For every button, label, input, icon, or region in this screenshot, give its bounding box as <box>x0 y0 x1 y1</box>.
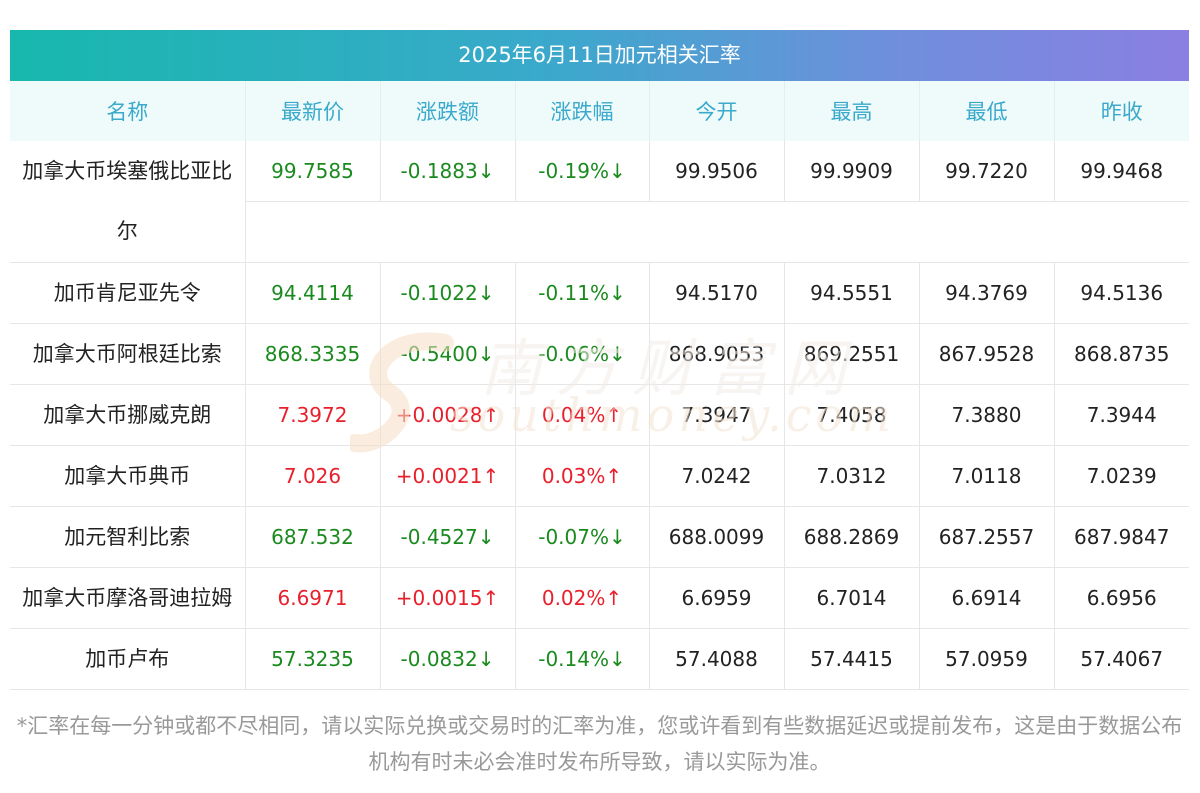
row-high: 688.2869 <box>784 506 920 568</box>
table-row: 加拿大币挪威克朗 7.3972 +0.0028↑ 0.04%↑ 7.3947 7… <box>10 384 1189 446</box>
row-pct: -0.14%↓ <box>515 628 650 690</box>
row-open: 868.9053 <box>649 323 785 385</box>
row-price: 57.3235 <box>245 628 381 690</box>
row-change: -0.1883↓ <box>380 141 516 202</box>
row-prev: 868.8735 <box>1054 323 1189 385</box>
row-open: 688.0099 <box>649 506 785 568</box>
row-high: 57.4415 <box>784 628 920 690</box>
table-row: 加币肯尼亚先令 94.4114 -0.1022↓ -0.11%↓ 94.5170… <box>10 262 1189 324</box>
header-row: 名称 最新价 涨跌额 涨跌幅 今开 最高 最低 昨收 <box>10 81 1189 141</box>
row-name: 加拿大币摩洛哥迪拉姆 <box>10 567 246 629</box>
row-open: 99.9506 <box>649 141 785 202</box>
row-name: 加币卢布 <box>10 628 246 690</box>
row-prev: 94.5136 <box>1054 262 1189 324</box>
header-latest-price: 最新价 <box>245 81 381 141</box>
row-low: 7.3880 <box>919 384 1055 446</box>
row-low: 94.3769 <box>919 262 1055 324</box>
row-pct: -0.11%↓ <box>515 262 650 324</box>
row-low: 867.9528 <box>919 323 1055 385</box>
row-name: 加拿大币典币 <box>10 445 246 507</box>
row-name: 加拿大币挪威克朗 <box>10 384 246 446</box>
row-pct: -0.06%↓ <box>515 323 650 385</box>
row-price: 94.4114 <box>245 262 381 324</box>
rate-table-container: 2025年6月11日加元相关汇率 名称 最新价 涨跌额 涨跌幅 今开 最高 最低… <box>10 30 1189 690</box>
header-prev-close: 昨收 <box>1054 81 1189 141</box>
row-change: +0.0028↑ <box>380 384 516 446</box>
row-high: 94.5551 <box>784 262 920 324</box>
table-title: 2025年6月11日加元相关汇率 <box>10 30 1189 81</box>
row-high: 7.0312 <box>784 445 920 507</box>
row-prev: 7.0239 <box>1054 445 1189 507</box>
row-pct: -0.07%↓ <box>515 506 650 568</box>
row-spacer-cell <box>245 201 1189 263</box>
row-price: 868.3335 <box>245 323 381 385</box>
table-row: 加拿大币阿根廷比索 868.3335 -0.5400↓ -0.06%↓ 868.… <box>10 323 1189 385</box>
disclaimer-note: *汇率在每一分钟或都不尽相同，请以实际兑换或交易时的汇率为准，您或许看到有些数据… <box>16 714 1183 774</box>
row-high: 7.4058 <box>784 384 920 446</box>
row-name-line2: 尔 <box>116 219 138 243</box>
row-price: 6.6971 <box>245 567 381 629</box>
row-open: 57.4088 <box>649 628 785 690</box>
row-change: -0.4527↓ <box>380 506 516 568</box>
rate-table: 名称 最新价 涨跌额 涨跌幅 今开 最高 最低 昨收 加拿大币埃塞俄比亚比 尔 … <box>10 81 1189 690</box>
table-row-spacer <box>10 201 1189 263</box>
table-row: 加元智利比索 687.532 -0.4527↓ -0.07%↓ 688.0099… <box>10 506 1189 568</box>
table-row: 加币卢布 57.3235 -0.0832↓ -0.14%↓ 57.4088 57… <box>10 628 1189 690</box>
row-name: 加拿大币埃塞俄比亚比 尔 <box>10 141 246 263</box>
row-low: 6.6914 <box>919 567 1055 629</box>
row-name: 加元智利比索 <box>10 506 246 568</box>
row-open: 7.3947 <box>649 384 785 446</box>
row-price: 7.026 <box>245 445 381 507</box>
row-high: 99.9909 <box>784 141 920 202</box>
row-open: 94.5170 <box>649 262 785 324</box>
row-prev: 7.3944 <box>1054 384 1189 446</box>
table-row: 加拿大币摩洛哥迪拉姆 6.6971 +0.0015↑ 0.02%↑ 6.6959… <box>10 567 1189 629</box>
row-name: 加币肯尼亚先令 <box>10 262 246 324</box>
row-prev: 6.6956 <box>1054 567 1189 629</box>
header-change-amount: 涨跌额 <box>380 81 516 141</box>
header-low: 最低 <box>919 81 1055 141</box>
row-pct: 0.02%↑ <box>515 567 650 629</box>
row-low: 7.0118 <box>919 445 1055 507</box>
row-pct: 0.03%↑ <box>515 445 650 507</box>
table-row: 加拿大币典币 7.026 +0.0021↑ 0.03%↑ 7.0242 7.03… <box>10 445 1189 507</box>
row-pct: -0.19%↓ <box>515 141 650 202</box>
row-change: -0.0832↓ <box>380 628 516 690</box>
header-change-percent: 涨跌幅 <box>515 81 650 141</box>
row-change: +0.0021↑ <box>380 445 516 507</box>
row-price: 99.7585 <box>245 141 381 202</box>
row-open: 6.6959 <box>649 567 785 629</box>
row-pct: 0.04%↑ <box>515 384 650 446</box>
row-high: 869.2551 <box>784 323 920 385</box>
header-high: 最高 <box>784 81 920 141</box>
table-row: 加拿大币埃塞俄比亚比 尔 99.7585 -0.1883↓ -0.19%↓ 99… <box>10 141 1189 263</box>
row-low: 99.7220 <box>919 141 1055 202</box>
row-change: -0.1022↓ <box>380 262 516 324</box>
row-name-line1: 加拿大币埃塞俄比亚比 <box>22 159 233 183</box>
header-open: 今开 <box>649 81 785 141</box>
row-prev: 687.9847 <box>1054 506 1189 568</box>
row-open: 7.0242 <box>649 445 785 507</box>
row-price: 7.3972 <box>245 384 381 446</box>
row-change: +0.0015↑ <box>380 567 516 629</box>
row-high: 6.7014 <box>784 567 920 629</box>
row-change: -0.5400↓ <box>380 323 516 385</box>
row-prev: 57.4067 <box>1054 628 1189 690</box>
row-low: 57.0959 <box>919 628 1055 690</box>
header-name: 名称 <box>10 81 246 141</box>
row-prev: 99.9468 <box>1054 141 1189 202</box>
row-low: 687.2557 <box>919 506 1055 568</box>
row-name: 加拿大币阿根廷比索 <box>10 323 246 385</box>
row-price: 687.532 <box>245 506 381 568</box>
